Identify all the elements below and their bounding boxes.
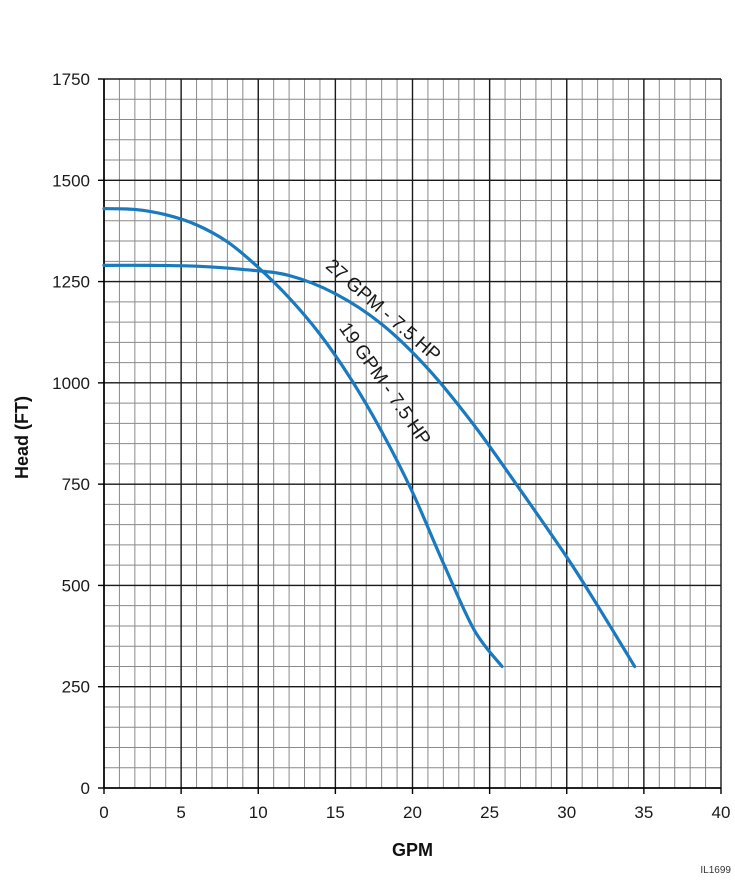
x-tick-label: 15: [326, 803, 345, 822]
y-axis-title: Head (FT): [12, 396, 32, 479]
x-tick-label: 35: [634, 803, 653, 822]
x-tick-label: 20: [403, 803, 422, 822]
y-tick-label: 1250: [52, 273, 90, 292]
x-tick-labels: 0 5 10 15 20 25 30 35 40: [99, 803, 730, 822]
y-tick-label: 0: [81, 779, 90, 798]
y-tick-label: 750: [62, 475, 90, 494]
y-tick-labels: 0 250 500 750 1000 1250 1500 1750: [52, 70, 90, 798]
x-tick-label: 30: [557, 803, 576, 822]
x-tick-label: 10: [249, 803, 268, 822]
curve-19-gpm: [102, 207, 504, 669]
x-tick-label: 5: [176, 803, 185, 822]
x-tick-label: 25: [480, 803, 499, 822]
curves: [102, 207, 637, 669]
y-tick-label: 1000: [52, 374, 90, 393]
y-tick-label: 500: [62, 576, 90, 595]
x-tick-label: 40: [712, 803, 731, 822]
x-tick-label: 0: [99, 803, 108, 822]
major-grid: [103, 78, 722, 789]
y-tick-label: 1750: [52, 70, 90, 89]
x-axis-title: GPM: [392, 840, 433, 860]
curve-labels: 27 GPM - 7.5 HP 19 GPM - 7.5 HP: [321, 255, 444, 449]
figure-code: IL1699: [700, 865, 731, 876]
series-label-27-gpm: 27 GPM - 7.5 HP: [321, 255, 444, 366]
axes: [98, 78, 722, 794]
y-tick-label: 250: [62, 678, 90, 697]
y-tick-label: 1500: [52, 171, 90, 190]
curve-27-gpm: [102, 263, 637, 669]
